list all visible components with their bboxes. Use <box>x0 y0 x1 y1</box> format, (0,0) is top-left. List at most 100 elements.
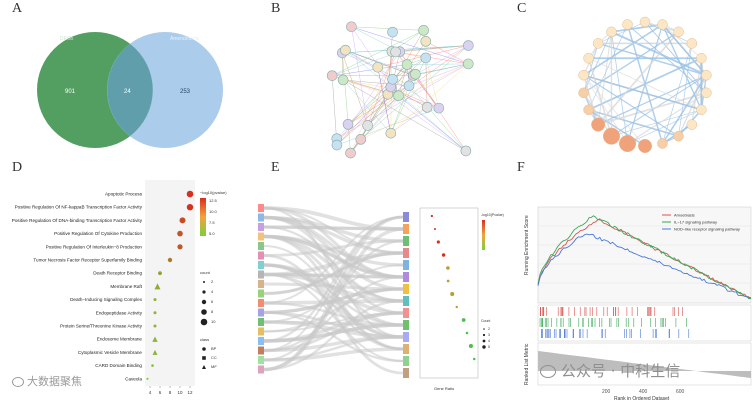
dotplot-class-key-triangle <box>202 365 206 369</box>
ppi-edge <box>425 57 440 109</box>
sankey-flow <box>263 235 404 327</box>
circular-network-svg <box>578 16 712 153</box>
ppi-edge <box>390 85 410 134</box>
sankey-gene-node <box>258 356 264 364</box>
venn-svg: DEGs Amendments 901 24 253 <box>37 32 223 148</box>
bubble-count-key <box>482 345 486 349</box>
ppi-edge <box>342 52 378 68</box>
ppi-edge <box>345 50 391 88</box>
ppi-edge <box>336 74 416 146</box>
sankey-term-node <box>403 356 409 366</box>
dotplot-term-label: Positive Regulation Of Cytokine Producti… <box>54 231 142 236</box>
circular-node <box>592 38 604 49</box>
watermark-left-text: 大数据聚焦 <box>27 375 82 388</box>
dotplot-class-item: MF <box>211 364 217 369</box>
gsea-panel: Amoebiasis IL−17 signaling pathway NOD−lik… <box>522 205 753 402</box>
ppi-edge <box>343 79 410 87</box>
sankey-flow <box>263 254 404 375</box>
ppi-node <box>401 59 413 70</box>
sankey-term-node <box>403 212 409 222</box>
gsea-xtick: 400 <box>639 389 648 395</box>
dotplot-term-label: Positive Regulation Of DNA-binding Trans… <box>12 218 143 223</box>
circular-edge <box>598 21 646 44</box>
gsea-running-score-line <box>537 233 752 299</box>
sankey-gene-node <box>258 308 264 317</box>
sankey-flow <box>263 264 404 323</box>
ppi-node <box>346 21 357 33</box>
bubble-count-tick: 3 <box>488 333 490 337</box>
ppi-edge <box>398 64 408 96</box>
circular-node <box>696 104 707 116</box>
gsea-legend-label: NOD−like receptor signaling pathway <box>674 227 740 232</box>
circular-edge <box>583 23 663 76</box>
sankey-flow <box>263 335 404 362</box>
venn-intersection-count: 24 <box>124 89 131 95</box>
dotplot-term-label: CARD Domain Binding <box>95 363 142 368</box>
circular-node <box>696 52 707 64</box>
wechat-icon <box>540 365 556 378</box>
sankey-gene-node <box>258 318 264 326</box>
sankey-gene-node <box>258 270 264 279</box>
sankey-gene-node <box>258 346 264 355</box>
circular-node <box>622 19 633 30</box>
bubble-point <box>450 291 455 297</box>
sankey-term-node <box>403 284 409 294</box>
bubble-point <box>446 266 450 270</box>
ppi-node <box>390 46 401 58</box>
sankey-flow <box>263 287 404 333</box>
circular-node <box>638 139 652 153</box>
circular-node <box>673 26 684 38</box>
dotplot-color-tick: 7.5 <box>209 220 215 225</box>
circular-node <box>602 127 620 145</box>
ppi-edge <box>387 63 469 95</box>
weibo-icon <box>12 377 24 387</box>
sankey-flow <box>263 273 404 339</box>
ppi-edge <box>408 85 467 152</box>
panel-letter-c: C <box>517 1 527 16</box>
sankey-flow <box>263 207 404 254</box>
ppi-edge <box>342 45 469 54</box>
bubble-point <box>468 343 473 349</box>
ppi-edge <box>342 52 368 126</box>
sankey-term-node <box>403 224 409 234</box>
ppi-edge <box>351 26 368 126</box>
circular-node <box>701 69 712 81</box>
dotplot-class-legend-title: class <box>200 337 209 342</box>
sankey-flow <box>263 299 404 371</box>
bubble-count-tick: 5 <box>488 345 490 349</box>
bubble-count-tick: 2 <box>488 327 490 331</box>
gsea-legend-label: Amoebiasis <box>674 213 695 218</box>
dotplot-class-key-square <box>202 356 206 360</box>
panel-letter-e: E <box>271 160 280 175</box>
dotplot-term-label: Endopeptidase Activity <box>96 310 143 315</box>
circular-node <box>606 26 617 38</box>
sankey-gene-node <box>258 261 264 269</box>
ppi-node <box>385 127 397 139</box>
circular-edge <box>661 24 703 111</box>
gsea-running-score-line <box>537 215 752 300</box>
ppi-node <box>387 74 398 85</box>
gsea-ranked-metric-area <box>538 351 751 381</box>
ppi-edge <box>399 45 469 52</box>
dotplot-plot-area <box>145 180 195 386</box>
sankey-svg: Gene Ratio -log10(Pvalue) Count 2 3 4 5 <box>258 204 504 391</box>
circular-edge <box>583 74 702 111</box>
circular-node <box>686 119 698 130</box>
gsea-running-score-line <box>537 218 752 300</box>
go-dotplot-panel: Apoptotic Process Positive Regulation Of … <box>0 178 265 402</box>
sankey-gene-node <box>258 299 264 307</box>
sankey-gene-node <box>258 365 264 374</box>
dotplot-class-item: BP <box>211 346 217 351</box>
dotplot-class-item: CC <box>211 355 217 360</box>
circular-node <box>591 117 606 132</box>
dotplot-xtick: 8 <box>169 390 172 395</box>
panel-letter-d: D <box>12 160 23 175</box>
bubble-color-legend-title: -log10(Pvalue) <box>481 213 504 217</box>
ppi-edge <box>342 52 351 154</box>
sankey-gene-node <box>258 289 264 298</box>
dotplot-term-label: Apoptotic Process <box>105 192 143 197</box>
circular-node <box>583 104 594 116</box>
sankey-term-node <box>403 248 409 258</box>
dotplot-xtick: 4 <box>149 390 152 395</box>
ppi-edge <box>407 63 469 65</box>
